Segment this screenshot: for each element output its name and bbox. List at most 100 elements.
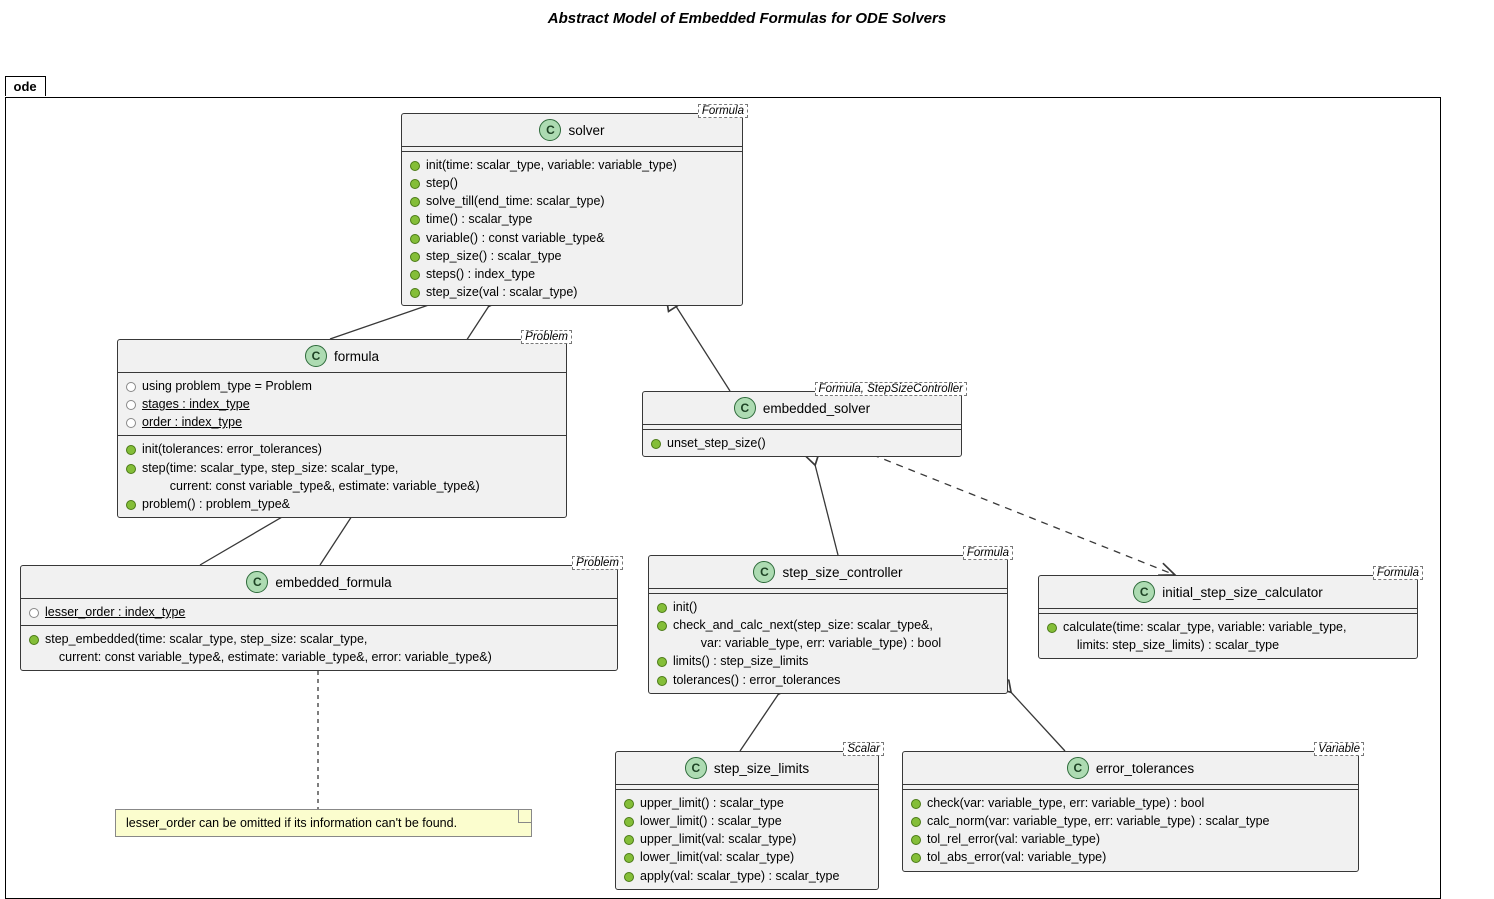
op-row: unset_step_size() xyxy=(651,434,953,452)
public-icon xyxy=(410,234,420,244)
member-text: limits() : step_size_limits xyxy=(673,652,808,670)
diagram-canvas: ode CsolverFormulainit(time: scalar_type… xyxy=(0,37,1494,877)
class-header: Cembedded_formulaProblem xyxy=(21,566,617,599)
op-row: upper_limit(val: scalar_type) xyxy=(624,830,870,848)
class-step_size_limits: Cstep_size_limitsScalarupper_limit() : s… xyxy=(615,751,879,890)
public-icon xyxy=(624,835,634,845)
attr-row: order : index_type xyxy=(126,413,558,431)
class-header: Cstep_size_controllerFormula xyxy=(649,556,1007,589)
class-error_tolerances: Cerror_tolerancesVariablecheck(var: vari… xyxy=(902,751,1359,872)
member-text: check(var: variable_type, err: variable_… xyxy=(927,794,1204,812)
op-row: apply(val: scalar_type) : scalar_type xyxy=(624,867,870,885)
package-icon xyxy=(29,608,39,618)
class-name: solver xyxy=(568,123,604,138)
member-text: step_size() : scalar_type xyxy=(426,247,561,265)
member-text: stages : index_type xyxy=(142,395,250,413)
op-row: lower_limit(val: scalar_type) xyxy=(624,848,870,866)
package-icon xyxy=(126,418,136,428)
public-icon xyxy=(624,872,634,882)
class-formula: CformulaProblem using problem_type = Prob… xyxy=(117,339,567,518)
op-row: init() xyxy=(657,598,999,616)
member-text: tol_rel_error(val: variable_type) xyxy=(927,830,1100,848)
class-embedded_formula: Cembedded_formulaProblem lesser_order : i… xyxy=(20,565,618,671)
package-tab: ode xyxy=(5,76,46,96)
op-row: calc_norm(var: variable_type, err: varia… xyxy=(911,812,1350,830)
member-text: variable() : const variable_type& xyxy=(426,229,605,247)
public-icon xyxy=(410,288,420,298)
member-text: step() xyxy=(426,174,458,192)
class-header: Cinitial_step_size_calculatorFormula xyxy=(1039,576,1417,609)
public-icon xyxy=(126,464,136,474)
public-icon xyxy=(410,161,420,171)
member-text: steps() : index_type xyxy=(426,265,535,283)
member-text: check_and_calc_next(step_size: scalar_ty… xyxy=(673,616,941,652)
class-badge-icon: C xyxy=(685,757,707,779)
class-badge-icon: C xyxy=(1133,581,1155,603)
template-param: Problem xyxy=(521,330,572,344)
public-icon xyxy=(126,445,136,455)
op-compartment: init(tolerances: error_tolerances)step(t… xyxy=(118,436,566,517)
public-icon xyxy=(657,621,667,631)
template-param: Scalar xyxy=(843,742,884,756)
class-solver: CsolverFormulainit(time: scalar_type, va… xyxy=(401,113,743,306)
member-text: unset_step_size() xyxy=(667,434,766,452)
public-icon xyxy=(911,799,921,809)
op-compartment: calculate(time: scalar_type, variable: v… xyxy=(1039,614,1417,658)
public-icon xyxy=(624,799,634,809)
attr-row: stages : index_type xyxy=(126,395,558,413)
op-compartment: init()check_and_calc_next(step_size: sca… xyxy=(649,594,1007,693)
op-row: limits() : step_size_limits xyxy=(657,652,999,670)
template-param: Formula xyxy=(1373,566,1423,580)
class-name: embedded_solver xyxy=(763,401,870,416)
op-row: step(time: scalar_type, step_size: scala… xyxy=(126,459,558,495)
attr-compartment: lesser_order : index_type xyxy=(21,599,617,626)
member-text: step_size(val : scalar_type) xyxy=(426,283,577,301)
member-text: step(time: scalar_type, step_size: scala… xyxy=(142,459,480,495)
op-row: tol_abs_error(val: variable_type) xyxy=(911,848,1350,866)
op-row: problem() : problem_type& xyxy=(126,495,558,513)
public-icon xyxy=(126,500,136,510)
template-param: Problem xyxy=(572,556,623,570)
class-name: step_size_limits xyxy=(714,761,809,776)
member-text: order : index_type xyxy=(142,413,242,431)
attr-row: using problem_type = Problem xyxy=(126,377,558,395)
public-icon xyxy=(911,817,921,827)
note-text: lesser_order can be omitted if its infor… xyxy=(126,816,457,830)
op-row: init(tolerances: error_tolerances) xyxy=(126,440,558,458)
package-icon xyxy=(126,382,136,392)
class-header: CformulaProblem xyxy=(118,340,566,373)
member-text: init(tolerances: error_tolerances) xyxy=(142,440,322,458)
member-text: init(time: scalar_type, variable: variab… xyxy=(426,156,677,174)
class-initial_step_size_calculator: Cinitial_step_size_calculatorFormulacalc… xyxy=(1038,575,1418,659)
member-text: tolerances() : error_tolerances xyxy=(673,671,840,689)
class-name: embedded_formula xyxy=(275,575,391,590)
op-compartment: upper_limit() : scalar_typelower_limit()… xyxy=(616,790,878,889)
public-icon xyxy=(410,215,420,225)
class-name: error_tolerances xyxy=(1096,761,1194,776)
member-text: lower_limit() : scalar_type xyxy=(640,812,782,830)
page-title: Abstract Model of Embedded Formulas for … xyxy=(0,0,1494,37)
public-icon xyxy=(410,179,420,189)
public-icon xyxy=(1047,623,1057,633)
class-badge-icon: C xyxy=(1067,757,1089,779)
op-row: solve_till(end_time: scalar_type) xyxy=(410,192,734,210)
template-param: Formula xyxy=(963,546,1013,560)
public-icon xyxy=(624,853,634,863)
op-row: variable() : const variable_type& xyxy=(410,229,734,247)
member-text: tol_abs_error(val: variable_type) xyxy=(927,848,1106,866)
member-text: solve_till(end_time: scalar_type) xyxy=(426,192,605,210)
public-icon xyxy=(410,270,420,280)
op-row: init(time: scalar_type, variable: variab… xyxy=(410,156,734,174)
public-icon xyxy=(911,853,921,863)
op-row: lower_limit() : scalar_type xyxy=(624,812,870,830)
member-text: upper_limit() : scalar_type xyxy=(640,794,784,812)
class-name: step_size_controller xyxy=(782,565,902,580)
op-row: upper_limit() : scalar_type xyxy=(624,794,870,812)
op-compartment: step_embedded(time: scalar_type, step_si… xyxy=(21,626,617,670)
class-embedded_solver: Cembedded_solverFormula, StepSizeControl… xyxy=(642,391,962,457)
public-icon xyxy=(657,657,667,667)
member-text: lesser_order : index_type xyxy=(45,603,185,621)
public-icon xyxy=(29,635,39,645)
member-text: time() : scalar_type xyxy=(426,210,532,228)
op-row: step_size(val : scalar_type) xyxy=(410,283,734,301)
